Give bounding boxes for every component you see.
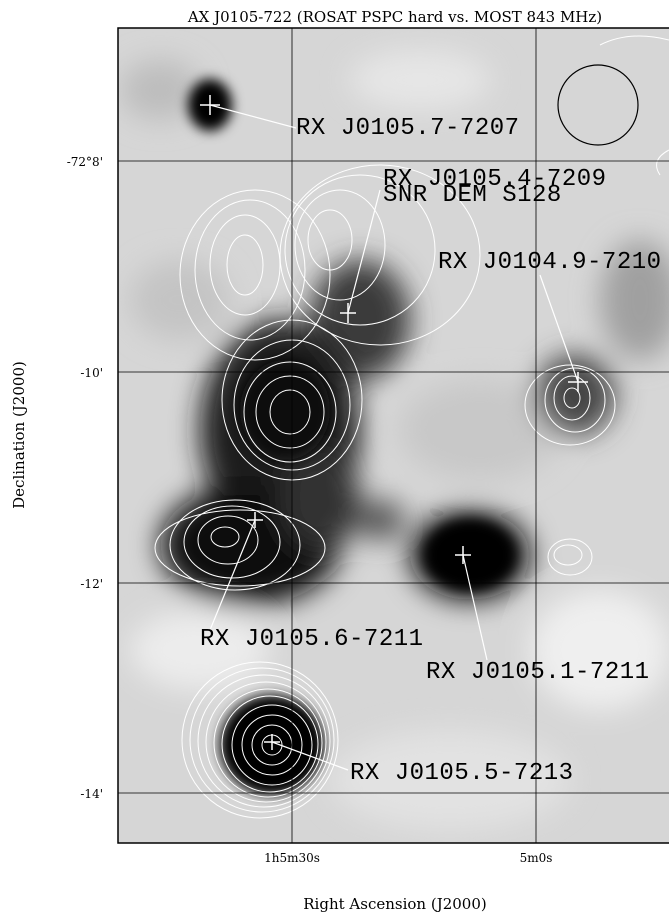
x-tick-label: 5m0s	[520, 851, 553, 865]
source-label: RX J0105.1-7211	[426, 659, 650, 686]
source-label: RX J0105.7-7207	[296, 115, 520, 142]
y-tick-label: -14'	[80, 787, 103, 801]
y-axis-label: Declination (J2000)	[10, 361, 28, 509]
y-tick-label: -12'	[80, 577, 103, 591]
source-note: SNR DEM S128	[383, 182, 562, 209]
y-tick-label: -10'	[80, 366, 103, 380]
image	[118, 28, 669, 843]
y-tick-label: -72°8'	[67, 155, 103, 169]
title: AX J0105-722 (ROSAT PSPC hard vs. MOST 8…	[187, 8, 602, 26]
figure: AX J0105-722 (ROSAT PSPC hard vs. MOST 8…	[0, 0, 669, 913]
source-label: RX J0105.5-7213	[350, 760, 574, 787]
x-axis-label: Right Ascension (J2000)	[303, 895, 486, 913]
source-label: RX J0105.6-7211	[200, 626, 424, 653]
source-label: RX J0104.9-7210	[438, 249, 662, 276]
x-tick-label: 1h5m30s	[264, 851, 320, 865]
